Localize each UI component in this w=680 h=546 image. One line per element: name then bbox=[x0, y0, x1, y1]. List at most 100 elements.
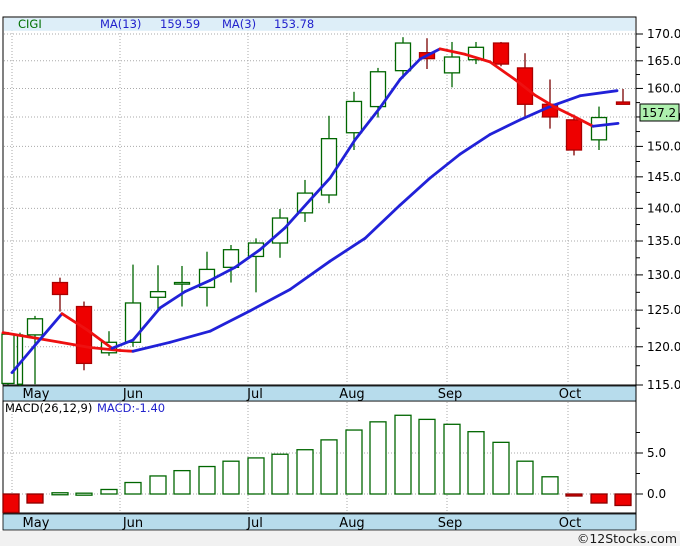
price-tick-label: 145.0 bbox=[647, 170, 680, 184]
macd-bar bbox=[271, 453, 289, 495]
candle bbox=[565, 114, 583, 156]
ma3-line-segment bbox=[183, 279, 212, 294]
ma3-line-segment bbox=[463, 52, 492, 64]
macd-bar bbox=[492, 441, 510, 495]
ma3-line-segment bbox=[418, 47, 442, 61]
month-label: Jul bbox=[246, 516, 263, 531]
candle-body bbox=[222, 249, 240, 268]
macd-bar bbox=[124, 481, 142, 495]
ma3-line-segment bbox=[233, 248, 262, 269]
macd-bar bbox=[467, 431, 485, 495]
ma13-line-segment bbox=[118, 349, 135, 353]
ma13-line-segment bbox=[248, 288, 292, 313]
macd-bar bbox=[418, 418, 436, 495]
candle bbox=[369, 67, 387, 118]
ma3-line-segment bbox=[208, 265, 237, 282]
price-tick-label: 140.0 bbox=[647, 201, 680, 215]
price-panel bbox=[2, 16, 637, 386]
macd-bar bbox=[198, 465, 216, 495]
ma3-line-segment bbox=[33, 312, 64, 347]
price-tick-label: 170.0 bbox=[647, 27, 680, 41]
ma13-line-segment bbox=[208, 309, 252, 333]
price-tick-label: 165.0 bbox=[647, 54, 680, 68]
legend-ma13-value: 159.59 bbox=[160, 17, 200, 31]
macd-bar bbox=[394, 414, 412, 495]
ma3-line-segment bbox=[573, 115, 595, 128]
month-label: Jun bbox=[122, 387, 143, 402]
ma13-line-segment bbox=[88, 346, 122, 352]
ma3-line-segment bbox=[258, 226, 287, 252]
macd-bar bbox=[222, 460, 240, 495]
time-axis: May May Jun Jun Jul Jul Aug Aug Sep Sep Oct Oct bbox=[23, 387, 582, 531]
macd-tick-label: 0.0 bbox=[647, 487, 666, 501]
ma13-line-segment bbox=[518, 105, 552, 122]
month-label: May bbox=[23, 387, 50, 402]
month-label: Oct bbox=[559, 516, 581, 531]
macd-bar bbox=[296, 449, 314, 495]
candle bbox=[615, 89, 631, 105]
ma13-line-segment bbox=[58, 340, 92, 349]
candle bbox=[149, 265, 167, 311]
candle bbox=[26, 315, 44, 385]
month-band-macd bbox=[2, 513, 637, 531]
ma13-line-segment bbox=[458, 133, 492, 156]
candle-body bbox=[247, 242, 265, 258]
candle-body bbox=[173, 281, 191, 285]
macd-bar bbox=[541, 476, 559, 495]
price-tick-label: 135.0 bbox=[647, 234, 680, 248]
candle-body bbox=[26, 318, 44, 336]
macd-bar bbox=[247, 457, 265, 495]
ma13-line-segment bbox=[168, 329, 212, 344]
macd-bar bbox=[51, 492, 69, 496]
footer-strip bbox=[0, 531, 680, 546]
ma3-line-segment bbox=[398, 57, 422, 81]
candle-body bbox=[369, 71, 387, 108]
ma13-line-segment bbox=[548, 94, 582, 108]
price-tick-label: 120.0 bbox=[647, 340, 680, 354]
month-label: Aug bbox=[339, 516, 364, 531]
last-price-tag: 157.2 bbox=[639, 103, 680, 122]
macd-bar bbox=[443, 423, 461, 495]
candle-body bbox=[565, 119, 583, 151]
macd-tick-label: 5.0 bbox=[647, 446, 666, 460]
candle-body bbox=[443, 56, 461, 74]
ma3-line-segment bbox=[131, 306, 162, 342]
price-tick-label: 115.0 bbox=[647, 378, 680, 392]
month-label: Sep bbox=[438, 516, 463, 531]
ma3-line-segment bbox=[488, 60, 517, 81]
candle bbox=[173, 265, 191, 307]
macd-bar bbox=[75, 492, 93, 496]
ma3-line-segment bbox=[328, 138, 357, 180]
candle bbox=[492, 41, 510, 67]
macd-bar bbox=[516, 460, 534, 495]
legend-text: CIGI MA(13) 159.59 MA(3) 153.78 MACD(26,… bbox=[5, 17, 677, 546]
candle bbox=[222, 245, 240, 283]
ma13-line-segment bbox=[28, 335, 62, 344]
ma13-line-segment bbox=[578, 89, 619, 98]
candle-body bbox=[75, 305, 93, 365]
ma3-line-segment bbox=[308, 176, 332, 202]
legend-strip-bg bbox=[4, 17, 635, 31]
last-price-box bbox=[639, 103, 680, 122]
ma3-line-segment bbox=[553, 105, 577, 119]
candle-body bbox=[1, 333, 15, 385]
month-label: Jun bbox=[122, 516, 143, 531]
ma13-line-segment bbox=[428, 152, 462, 180]
ma13-line-segment bbox=[328, 236, 367, 263]
legend-ma3-label: MA(3) bbox=[222, 17, 256, 31]
macd-bar bbox=[565, 493, 583, 497]
price-tick-label: 125.0 bbox=[647, 303, 680, 317]
candle bbox=[345, 91, 363, 150]
legend-ma3-value: 153.78 bbox=[274, 17, 314, 31]
price-tick-label: 160.0 bbox=[647, 81, 680, 95]
macd-bar bbox=[590, 493, 608, 504]
macd-histogram bbox=[2, 414, 632, 514]
ma3-line-segment bbox=[438, 47, 467, 56]
macd-bar bbox=[345, 429, 363, 495]
ma3-line-segment bbox=[513, 78, 537, 97]
ma3-line-segment bbox=[283, 198, 312, 230]
macd-bar bbox=[320, 439, 338, 495]
candle bbox=[75, 301, 93, 371]
